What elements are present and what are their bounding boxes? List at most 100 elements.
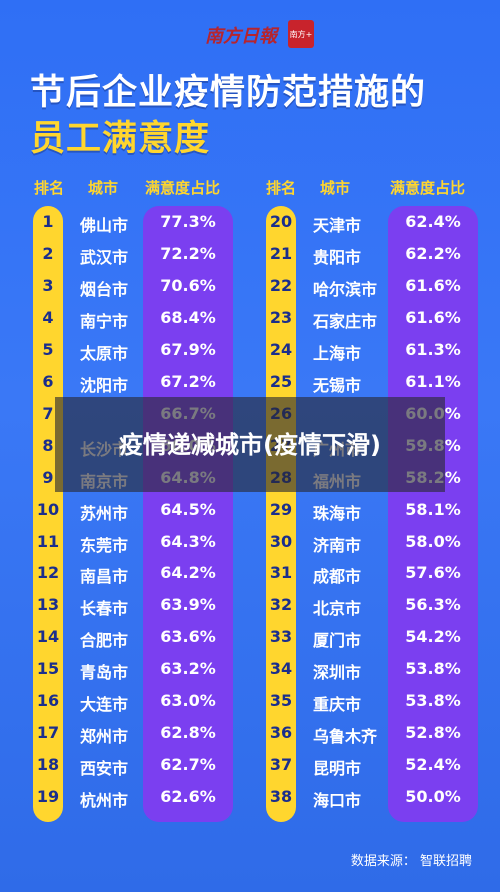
pct-cell: 64.2% <box>160 563 216 583</box>
rank-cell: 6 <box>42 371 54 391</box>
rank-cell: 11 <box>36 531 60 551</box>
rank-cell: 21 <box>269 243 293 263</box>
pct-pill-right <box>388 206 478 822</box>
pct-cell: 61.3% <box>405 339 461 359</box>
rank-cell: 7 <box>42 403 54 423</box>
rank-cell: 30 <box>269 531 293 551</box>
pct-cell: 56.3% <box>405 595 461 615</box>
pct-cell: 64.3% <box>160 531 216 551</box>
city-cell: 武汉市 <box>80 247 129 267</box>
rank-cell: 4 <box>42 307 54 327</box>
rank-cell: 35 <box>269 691 293 711</box>
header-pct-left: 满意度占比 <box>145 179 221 197</box>
rank-cell: 1 <box>42 212 54 231</box>
rank-cell: 29 <box>269 499 293 519</box>
pct-cell: 62.7% <box>160 755 216 775</box>
header-rank-left: 排名 <box>34 179 65 197</box>
pct-cell: 72.2% <box>160 243 216 263</box>
header-city-left: 城市 <box>88 179 119 197</box>
city-cell: 西安市 <box>80 759 129 779</box>
rank-pill-left <box>33 206 63 822</box>
city-cell: 重庆市 <box>313 695 362 715</box>
pct-cell: 54.2% <box>405 627 461 647</box>
rank-cell: 20 <box>269 212 293 231</box>
rank-cell: 13 <box>36 595 60 615</box>
rank-cell: 37 <box>269 755 293 775</box>
city-cell: 长春市 <box>80 599 129 619</box>
city-cell: 天津市 <box>313 216 362 235</box>
pct-cell: 70.6% <box>160 275 216 295</box>
rank-cell: 18 <box>36 755 60 775</box>
city-cell: 北京市 <box>313 599 362 619</box>
pct-cell: 64.5% <box>160 499 216 519</box>
city-cell: 合肥市 <box>80 631 129 651</box>
city-cell: 石家庄市 <box>313 311 378 331</box>
rank-cell: 8 <box>42 435 54 455</box>
rank-cell: 25 <box>269 371 293 391</box>
header-city-right: 城市 <box>320 179 351 197</box>
pct-cell: 52.4% <box>405 755 461 775</box>
pct-cell: 63.9% <box>160 595 216 615</box>
rank-cell: 16 <box>36 691 60 711</box>
city-cell: 苏州市 <box>80 503 129 523</box>
city-cell: 沈阳市 <box>80 375 129 395</box>
city-cell: 大连市 <box>80 695 129 715</box>
city-cell: 南宁市 <box>80 311 129 331</box>
city-cell: 太原市 <box>80 343 129 363</box>
source-note: 数据来源： 智联招聘 <box>350 854 472 869</box>
city-cell: 青岛市 <box>80 663 129 683</box>
title-line-2: 员工满意度 <box>30 119 211 159</box>
rank-cell: 10 <box>36 499 60 519</box>
rank-cell: 15 <box>36 659 60 679</box>
seal-logo: 南方+ <box>288 20 314 48</box>
city-cell: 无锡市 <box>313 375 362 395</box>
pct-pill-left <box>143 206 233 822</box>
pct-cell: 58.0% <box>405 531 461 551</box>
pct-cell: 67.9% <box>160 339 216 359</box>
city-cell: 东莞市 <box>80 535 129 555</box>
masthead-logo: 南方日報 <box>205 26 277 47</box>
city-cell: 南昌市 <box>80 567 129 587</box>
pct-cell: 61.6% <box>405 275 461 295</box>
rank-cell: 36 <box>269 723 293 743</box>
pct-cell: 57.6% <box>405 563 461 583</box>
rank-cell: 38 <box>269 787 293 807</box>
pct-cell: 61.1% <box>405 371 461 391</box>
rank-cell: 17 <box>36 723 60 743</box>
pct-cell: 58.1% <box>405 499 461 519</box>
rank-cell: 2 <box>42 243 54 263</box>
pct-cell: 63.2% <box>160 659 216 679</box>
city-cell: 佛山市 <box>80 216 129 235</box>
pct-cell: 77.3% <box>160 212 216 231</box>
rank-cell: 34 <box>269 659 293 679</box>
pct-cell: 63.6% <box>160 627 216 647</box>
city-cell: 厦门市 <box>313 631 362 651</box>
pct-cell: 67.2% <box>160 371 216 391</box>
rank-cell: 3 <box>42 275 54 295</box>
rank-cell: 24 <box>269 339 293 359</box>
rank-cell: 12 <box>36 563 60 583</box>
city-cell: 昆明市 <box>313 759 362 779</box>
city-cell: 哈尔滨市 <box>313 279 378 299</box>
city-cell: 烟台市 <box>80 279 129 299</box>
pct-cell: 62.2% <box>405 243 461 263</box>
rank-cell: 19 <box>36 787 60 807</box>
pct-cell: 50.0% <box>405 787 461 807</box>
overlay-caption: 疫情递减城市(疫情下滑) <box>55 397 445 492</box>
pct-cell: 62.4% <box>405 212 461 231</box>
rank-cell: 5 <box>42 339 54 359</box>
city-cell: 珠海市 <box>313 503 362 523</box>
city-cell: 贵阳市 <box>313 247 362 267</box>
city-cell: 乌鲁木齐 <box>313 727 378 747</box>
overlay-title: 疫情递减城市(疫情下滑) <box>119 430 381 459</box>
city-cell: 上海市 <box>313 343 362 363</box>
rank-cell: 31 <box>269 563 293 583</box>
rank-cell: 32 <box>269 595 293 615</box>
pct-cell: 62.8% <box>160 723 216 743</box>
city-cell: 济南市 <box>313 535 362 555</box>
title-line-1: 节后企业疫情防范措施的 <box>30 73 427 113</box>
city-cell: 海口市 <box>313 791 362 811</box>
pct-cell: 52.8% <box>405 723 461 743</box>
rank-cell: 23 <box>269 307 293 327</box>
header-pct-right: 满意度占比 <box>390 179 466 197</box>
